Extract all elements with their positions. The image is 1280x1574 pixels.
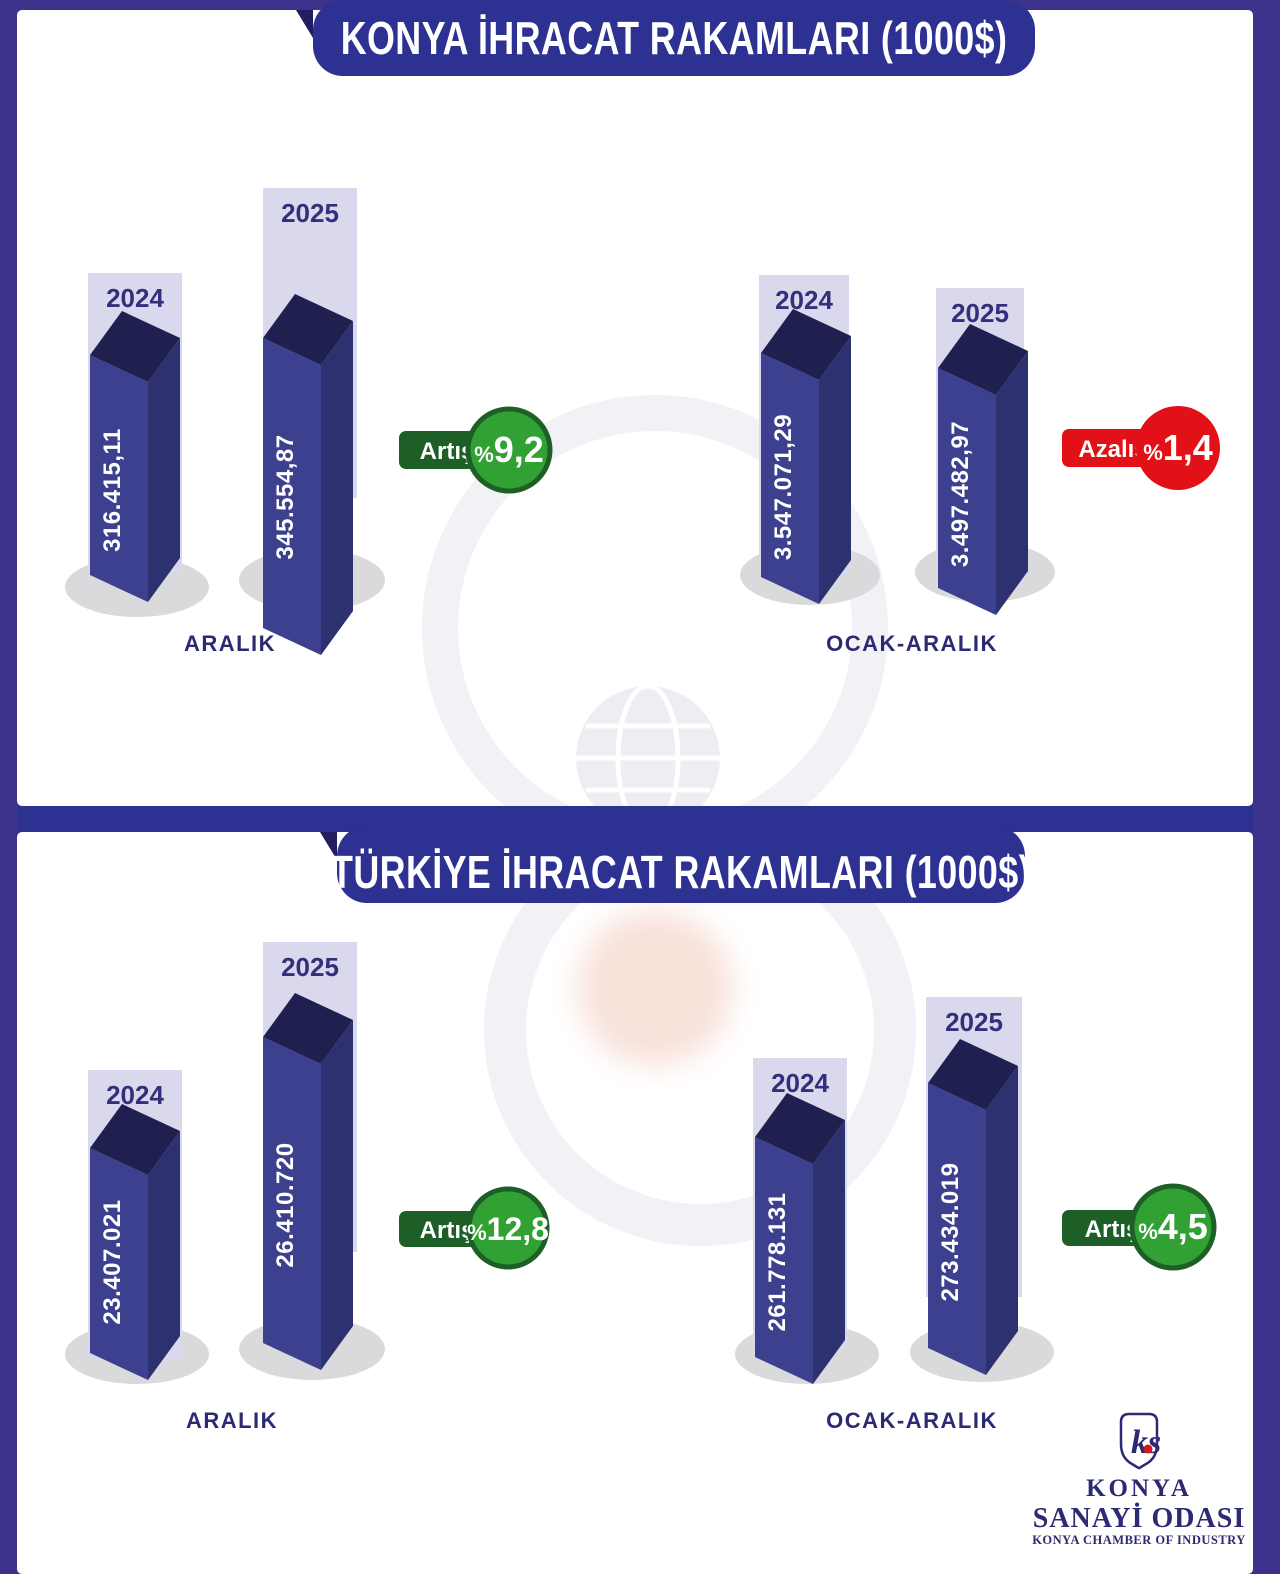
logo-line3: KONYA CHAMBER OF INDUSTRY [1032,1533,1246,1547]
bar-value: 3.497.482,97 [947,421,974,567]
logo-line2: SANAYİ ODASI [1033,1503,1245,1534]
bar-top-face [263,993,353,1064]
year-label: 2025 [945,1007,1003,1037]
bar-side-face [986,1066,1018,1375]
bar-top-face [755,1093,845,1164]
badge-label: Artış [420,438,475,465]
group-turkiye-aralik: 2024 23.407.021 2025 26.410.720 ARALIK [65,942,385,1433]
bar-value: 26.410.720 [272,1142,299,1267]
bar-side-face [321,1020,353,1370]
badge-percent: %9,2 [474,429,544,470]
bar-top-face [90,1104,180,1175]
bar-side-face [148,1131,180,1380]
bar-top-face [928,1039,1018,1110]
group-label: OCAK-ARALIK [826,631,998,656]
percent-value: 1,4 [1163,427,1213,468]
percent-value: 12,8 [487,1211,549,1247]
badge-increase-turkiye-ocak-aralik: Artış %4,5 [1062,1183,1217,1271]
bar-3d-2024: 23.407.021 [90,1104,180,1380]
panel-title-turkiye: TÜRKİYE İHRACAT RAKAMLARI (1000$) [331,847,1031,898]
bar-front-face [263,338,321,655]
year-label: 2024 [106,283,164,313]
badge-percent: %4,5 [1138,1206,1208,1247]
watermark-ring [422,395,888,806]
badge-circle [466,1186,550,1270]
badge-circle [465,406,553,494]
group-turkiye-ocak-aralik: 2024 261.778.131 2025 273.434.019 OCAK-A… [735,997,1054,1433]
bar-front-face [761,353,819,604]
bar-top-face [761,309,851,380]
bar-side-face [148,338,180,602]
panel-title-konya: KONYA İHRACAT RAKAMLARI (1000$) [341,13,1008,64]
percent-symbol: % [1143,440,1163,465]
group-konya-ocak-aralik: 2024 3.547.071,29 2025 3.497.482,97 OCAK… [740,275,1055,656]
bar-3d-2025: 273.434.019 [928,1039,1018,1375]
logo-line1: KONYA [1086,1475,1192,1502]
title-pill-konya [313,0,1035,76]
percent-symbol: % [1138,1219,1158,1244]
title-pill-turkiye [337,826,1025,903]
badge-percent: %1,4 [1143,427,1213,468]
percent-value: 9,2 [494,429,544,470]
badge-circle [1136,406,1220,490]
year-label: 2025 [951,298,1009,328]
bar-top-face [263,294,353,365]
logo-red-dot-icon [1143,1444,1153,1454]
logo-shield-icon [1119,1412,1159,1470]
watermark-dot [577,910,733,1066]
bar-3d-2024: 3.547.071,29 [761,309,851,604]
badge-increase-konya-aralik: Artış %9,2 [399,406,553,494]
badge-circle [1129,1183,1217,1271]
bar-side-face [813,1120,845,1384]
logo-monogram: ks [1131,1424,1161,1461]
bar-3d-2025: 3.497.482,97 [938,324,1028,615]
bar-3d-2024: 316.415,11 [90,311,180,602]
badge-percent: %12,8 [467,1211,549,1247]
bar-3d-2025: 345.554,87 [263,294,353,655]
group-label: ARALIK [186,1408,278,1433]
bar-3d-2024: 261.778.131 [755,1093,845,1384]
bar-front-face [755,1137,813,1384]
bar-value: 316.415,11 [99,428,126,552]
percent-symbol: % [467,1220,487,1245]
percent-symbol: % [474,442,494,467]
badge-increase-turkiye-aralik: Artış %12,8 [399,1186,550,1270]
bar-front-face [938,368,996,615]
group-label: OCAK-ARALIK [826,1408,998,1433]
group-konya-aralik: 2024 316.415,11 2025 345.554,87 ARALIK [65,188,385,656]
bar-3d-2025: 26.410.720 [263,993,353,1370]
bar-value: 3.547.071,29 [770,414,797,560]
watermark-konya [422,395,888,806]
bar-front-face [90,355,148,602]
group-label: ARALIK [184,631,276,656]
badge-decrease-konya-ocak-aralik: Azalış %1,4 [1062,406,1220,490]
year-label: 2025 [281,198,339,228]
year-label: 2024 [771,1068,829,1098]
bar-value: 345.554,87 [272,434,299,559]
bar-value: 273.434.019 [937,1163,964,1302]
bar-side-face [819,336,851,604]
bar-top-face [90,311,180,382]
title-ribbon-fold-2 [320,832,337,860]
year-label: 2024 [775,285,833,315]
bar-side-face [996,351,1028,615]
year-label: 2024 [106,1080,164,1110]
bar-top-face [938,324,1028,395]
watermark-globe [576,686,720,806]
bar-front-face [928,1083,986,1375]
bar-front-face [263,1037,321,1370]
bar-value: 261.778.131 [764,1193,791,1332]
watermark-globe-grid [576,683,720,806]
kso-logo: ks KONYA SANAYİ ODASI KONYA CHAMBER OF I… [1032,1412,1246,1547]
bar-side-face [321,321,353,655]
bar-front-face [90,1148,148,1380]
percent-value: 4,5 [1158,1206,1208,1247]
title-ribbon-fold [296,10,313,38]
year-label: 2025 [281,952,339,982]
bar-value: 23.407.021 [99,1199,126,1324]
badge-label: Artış [420,1217,475,1244]
